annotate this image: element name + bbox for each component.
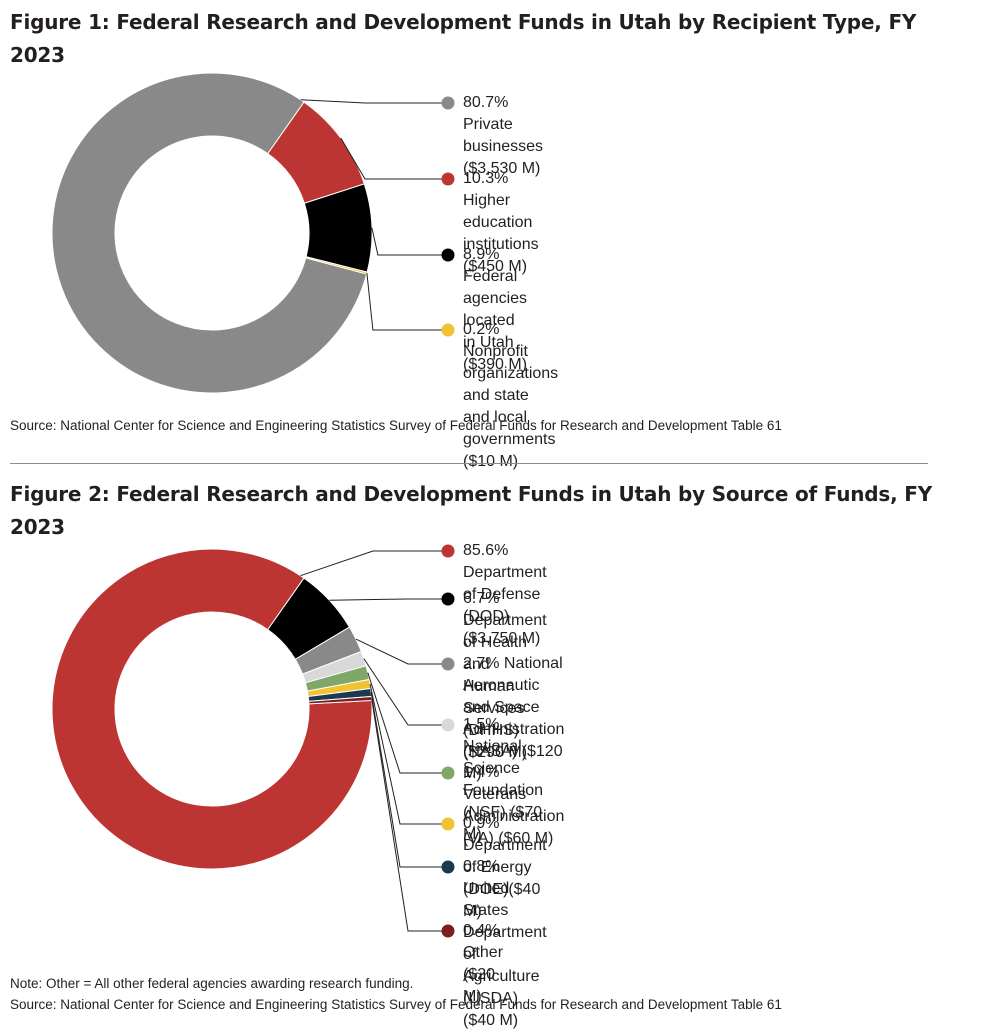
figure1-legend-label-2: 10.3% Higher education institutions ($45… bbox=[463, 170, 539, 275]
figure2-legend-label-2: 6.7% Department of Health and Human Serv… bbox=[463, 590, 547, 761]
figure2-legend-marker-3 bbox=[441, 657, 455, 671]
figure2-legend-label-4: 1.5% National Science Foundation (NSF) (… bbox=[463, 716, 544, 843]
figure1-slice-1 bbox=[51, 72, 368, 394]
figure1-donut-chart bbox=[51, 72, 455, 394]
figure1-legend-label-1: 80.7% Private businesses ($3,530 M) bbox=[463, 94, 544, 177]
figure2-legend-marker-4 bbox=[441, 718, 455, 732]
figure2-note: Note: Other = All other federal agencies… bbox=[10, 976, 414, 991]
figure2-source: Source: National Center for Science and … bbox=[10, 997, 782, 1012]
figure1-legend-label-4: 0.2% Nonprofit organizations and state a… bbox=[463, 321, 559, 470]
figure2-legend-marker-8 bbox=[441, 924, 455, 938]
figure2-leader-line-4 bbox=[363, 658, 448, 726]
figure2-legend-label-1: 85.6% Department of Defense (DOD) ($3,75… bbox=[463, 542, 547, 647]
figure1-legend-marker-3 bbox=[441, 248, 455, 262]
figure2-leader-line-2 bbox=[329, 598, 448, 601]
figure1-legend-marker-2 bbox=[441, 172, 455, 186]
figure1-legend-marker-1 bbox=[441, 96, 455, 110]
figure1-slice-4 bbox=[305, 256, 368, 275]
figure2-legend-label-7: 0.8% United States Department of Agricul… bbox=[463, 858, 547, 1029]
figure2-legend-label-5: 1.4% Veterans Administration (VA) ($60 M… bbox=[463, 764, 565, 847]
figure2-legend-marker-1 bbox=[441, 544, 455, 558]
figure1-legend-label-3: 8.9% Federal agencies located in Utah ($… bbox=[463, 246, 528, 373]
figure2-leader-line-5 bbox=[367, 672, 448, 774]
figure1-title: Figure 1: Federal Research and Developme… bbox=[10, 10, 917, 67]
figure2-leader-line-8 bbox=[371, 698, 448, 932]
figure2-legend-marker-2 bbox=[441, 592, 455, 606]
figure1-leader-line-2 bbox=[340, 137, 448, 180]
figure2-legend-marker-6 bbox=[441, 817, 455, 831]
figure2-legend-label-6: 0.9% Department of Energy (DOE)($40 M) bbox=[463, 815, 547, 920]
figure2-legend-label-8: 0.4% Other ($20 M) bbox=[463, 922, 504, 1005]
figure1-legend-marker-4 bbox=[441, 323, 455, 337]
figure2-leader-line-1 bbox=[300, 550, 448, 577]
figure2-legend-marker-5 bbox=[441, 766, 455, 780]
section-divider bbox=[10, 463, 928, 464]
figure1-source: Source: National Center for Science and … bbox=[10, 418, 782, 433]
figure2-legend-label-3: 2.7% National Aeronautic and Space Admin… bbox=[463, 655, 565, 782]
figure2-leader-line-3 bbox=[355, 638, 448, 665]
figure2-title: Figure 2: Federal Research and Developme… bbox=[10, 482, 933, 539]
figure2-leader-line-6 bbox=[369, 683, 448, 825]
figure1-leader-line-3 bbox=[371, 227, 448, 256]
figure1-leader-line-1 bbox=[300, 99, 448, 104]
figure2-leader-line-7 bbox=[370, 692, 448, 868]
figure2-slice-1 bbox=[51, 548, 373, 870]
figure1-leader-line-4 bbox=[366, 273, 448, 331]
figure2-legend-marker-7 bbox=[441, 860, 455, 874]
